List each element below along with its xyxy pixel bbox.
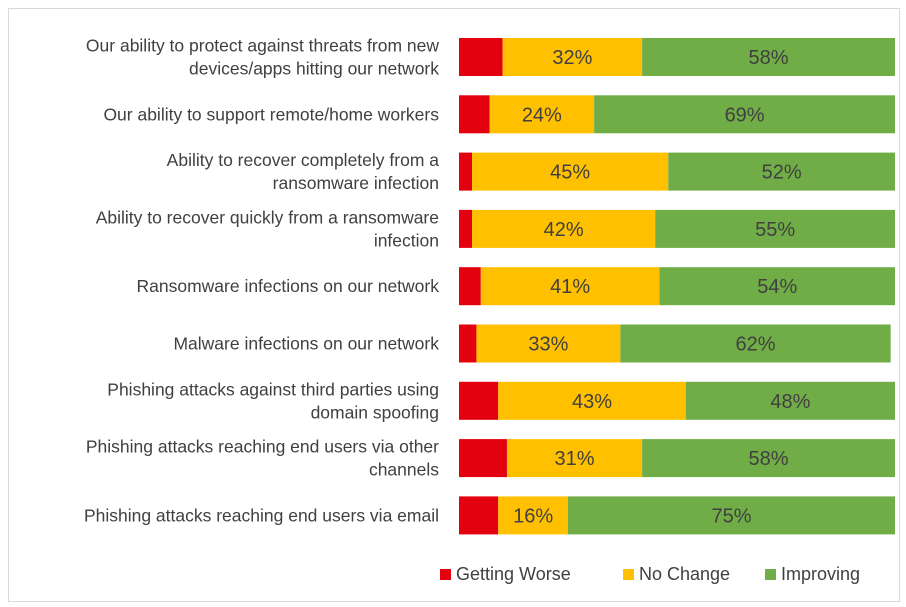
legend-label: No Change [639, 564, 730, 584]
data-label: 16% [513, 505, 553, 527]
chart-frame [8, 8, 900, 602]
bar-segment-no-change [498, 496, 568, 535]
category-label: Phishing attacks against third parties u… [107, 379, 439, 422]
bar-segment-getting-worse [459, 267, 481, 306]
data-label: 43% [572, 391, 612, 413]
bar-segment-no-change [472, 152, 669, 191]
bar-segment-no-change [502, 38, 643, 76]
data-label: 32% [552, 47, 592, 69]
legend: Getting Worse No Change Improving [440, 564, 860, 584]
data-label: 45% [550, 162, 590, 184]
bar-segment-getting-worse [459, 381, 499, 420]
data-label: 48% [770, 391, 810, 413]
bar-segment-getting-worse [459, 496, 499, 535]
bar-segment-improving [568, 496, 895, 535]
data-label: 42% [544, 219, 584, 241]
bar-segment-getting-worse [459, 95, 490, 134]
category-label: Phishing attacks reaching end users via … [84, 505, 439, 525]
data-label: 75% [711, 505, 751, 527]
bar-segment-improving [642, 38, 895, 76]
bar-segment-no-change [480, 267, 660, 306]
legend-key [623, 569, 634, 580]
data-label: 24% [522, 104, 562, 126]
category-label: Malware infections on our network [173, 334, 439, 354]
bar-segment-improving [642, 439, 895, 478]
category-label: Our ability to protect against threats f… [86, 36, 439, 79]
legend-label: Getting Worse [456, 564, 571, 584]
legend-key [440, 569, 451, 580]
bar-segment-no-change [489, 95, 595, 134]
category-label: Ability to recover completely from a rans… [167, 150, 440, 193]
bar-segment-improving [685, 381, 895, 420]
bar-segment-improving [594, 95, 895, 134]
bar-segment-getting-worse [459, 38, 503, 76]
bar-segment-improving [668, 152, 895, 191]
category-label: Our ability to support remote/home worke… [103, 104, 439, 124]
category-labels-layer: Our ability to protect against threats f… [84, 36, 439, 526]
category-label: Ability to recover quickly from a ransom… [96, 207, 439, 250]
bar-segment-getting-worse [459, 152, 473, 191]
data-label: 33% [528, 334, 568, 356]
data-label: 55% [755, 219, 795, 241]
data-label: 31% [555, 448, 595, 470]
bar-segment-getting-worse [459, 439, 507, 478]
legend-label: Improving [781, 564, 860, 584]
bar-segment-no-change [506, 439, 643, 478]
bar-segment-improving [655, 209, 895, 248]
data-label: 54% [757, 276, 797, 298]
bar-segment-no-change [476, 324, 621, 363]
bar-segment-improving [620, 324, 891, 363]
bar-segment-getting-worse [459, 209, 473, 248]
bar-segment-no-change [498, 381, 686, 420]
category-label: Phishing attacks reaching end users via … [86, 437, 439, 480]
bar-segment-improving [659, 267, 895, 306]
data-label: 58% [749, 47, 789, 69]
data-label: 69% [725, 104, 765, 126]
data-label: 58% [749, 448, 789, 470]
bar-segment-getting-worse [459, 324, 477, 363]
category-label: Ransomware infections on our network [136, 276, 439, 296]
data-label: 62% [735, 334, 775, 356]
data-label: 52% [762, 162, 802, 184]
bars-layer: 32% 58% 24% 69% 45% 52% 42% 55% 41% 54% 33% 62% 43% 4… [459, 38, 895, 535]
bar-segment-no-change [472, 209, 656, 248]
data-label: 41% [550, 276, 590, 298]
legend-key [765, 569, 776, 580]
